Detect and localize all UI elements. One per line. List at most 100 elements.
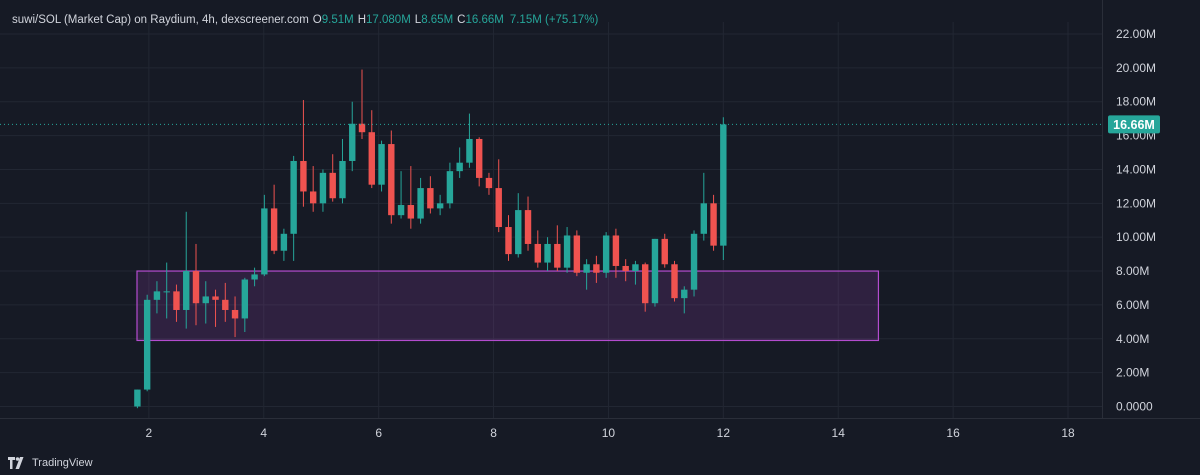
candle[interactable]	[622, 259, 629, 282]
candle[interactable]	[183, 211, 190, 329]
y-tick-label: 20.00M	[1116, 61, 1156, 75]
candle[interactable]	[505, 215, 512, 261]
candle-body	[671, 264, 678, 299]
candle[interactable]	[583, 259, 590, 290]
candle[interactable]	[270, 184, 278, 255]
x-tick-label: 16	[946, 426, 960, 440]
low-value: 8.65M	[421, 14, 454, 26]
candle[interactable]	[563, 227, 571, 273]
candle[interactable]	[309, 166, 317, 212]
y-axis[interactable]: 0.0000 2.00M 4.00M 6.00M 8.00M 10.00M 12.00M 14…	[1108, 27, 1160, 414]
zone-rectangle[interactable]	[136, 270, 880, 342]
candle[interactable]	[602, 232, 610, 278]
candle[interactable]	[192, 243, 200, 326]
candle[interactable]	[446, 162, 454, 209]
candle-body	[573, 235, 581, 273]
candle[interactable]	[632, 260, 639, 285]
candle-body	[339, 160, 346, 199]
candle[interactable]	[427, 176, 434, 214]
candle[interactable]	[222, 282, 229, 322]
candle[interactable]	[612, 228, 620, 278]
candle-body	[563, 235, 571, 268]
x-axis[interactable]: 2 4 6 8 10 12 14 16 18	[146, 426, 1075, 440]
candle-body	[290, 160, 297, 234]
candle[interactable]	[397, 171, 405, 219]
candle[interactable]	[456, 147, 463, 178]
candle-body	[593, 264, 600, 273]
candle[interactable]	[241, 277, 249, 332]
candle[interactable]	[261, 194, 268, 277]
candle-body	[212, 296, 219, 300]
candle[interactable]	[153, 281, 161, 314]
candle[interactable]	[388, 130, 395, 224]
candle[interactable]	[280, 228, 288, 261]
candle[interactable]	[534, 230, 541, 268]
candle-body	[153, 291, 161, 300]
candle-body	[681, 289, 688, 299]
candle[interactable]	[300, 100, 307, 207]
y-tick-label: 18.00M	[1116, 95, 1156, 109]
support-zone	[136, 270, 880, 342]
y-tick-label: 10.00M	[1116, 230, 1156, 244]
candle[interactable]	[417, 177, 424, 224]
candle[interactable]	[466, 113, 473, 168]
candle[interactable]	[651, 238, 659, 307]
candle-body	[505, 227, 512, 255]
candle[interactable]	[485, 172, 493, 195]
candles[interactable]	[134, 69, 727, 409]
candle-body	[583, 264, 590, 273]
candle[interactable]	[349, 101, 356, 172]
candle[interactable]	[202, 281, 209, 324]
candle-body	[466, 138, 473, 163]
candle[interactable]	[544, 237, 551, 272]
candle[interactable]	[436, 194, 444, 216]
candle[interactable]	[134, 389, 141, 409]
candle[interactable]	[573, 230, 581, 277]
candle[interactable]	[378, 140, 385, 192]
last-price-badge: 16.66M	[1108, 115, 1160, 134]
candle[interactable]	[407, 166, 415, 229]
last-price-badge-bg	[1108, 115, 1160, 134]
candle[interactable]	[212, 289, 219, 327]
candle-body	[632, 264, 639, 272]
candle-body	[622, 265, 629, 272]
candle[interactable]	[671, 260, 678, 302]
tradingview-footer[interactable]: TradingView	[8, 457, 93, 469]
candle[interactable]	[475, 137, 483, 187]
candle-body	[642, 264, 649, 304]
candle[interactable]	[593, 255, 600, 283]
candle[interactable]	[251, 267, 258, 287]
low-label: L	[414, 14, 422, 26]
candle[interactable]	[163, 262, 170, 319]
change-value: 7.15M (+75.17%)	[509, 14, 599, 26]
candle[interactable]	[710, 194, 717, 251]
candle-body	[231, 309, 239, 319]
candle[interactable]	[720, 117, 727, 261]
candle[interactable]	[700, 172, 708, 241]
candle[interactable]	[231, 296, 239, 338]
candle-body	[222, 299, 229, 310]
candle[interactable]	[681, 286, 688, 314]
candle[interactable]	[319, 169, 327, 212]
candle-body	[427, 188, 434, 209]
candle[interactable]	[358, 69, 366, 139]
candle[interactable]	[173, 284, 180, 322]
candle[interactable]	[495, 159, 502, 233]
candle-body	[388, 144, 395, 216]
x-tick-label: 12	[717, 426, 731, 440]
candle[interactable]	[339, 138, 346, 204]
candle[interactable]	[290, 155, 297, 261]
x-tick-label: 10	[602, 426, 616, 440]
candle-body	[495, 188, 502, 228]
candle[interactable]	[329, 154, 336, 202]
candle[interactable]	[524, 196, 532, 251]
candle[interactable]	[642, 262, 649, 312]
candle[interactable]	[515, 193, 522, 258]
candle[interactable]	[661, 233, 668, 268]
candle[interactable]	[143, 294, 151, 392]
candle-body	[192, 271, 200, 304]
candle[interactable]	[554, 225, 561, 272]
candle[interactable]	[368, 110, 375, 189]
candle[interactable]	[690, 230, 698, 297]
